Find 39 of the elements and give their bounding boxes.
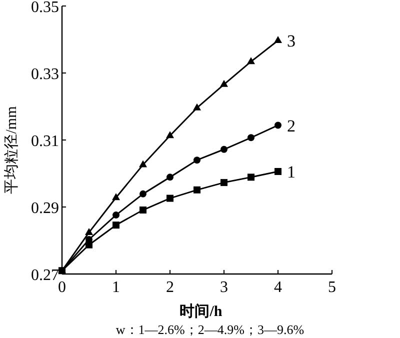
series-label: 1 [287,162,296,182]
point [140,206,146,214]
point [166,131,174,138]
point [248,174,254,181]
point [274,168,282,175]
point [194,156,200,164]
point [85,228,93,235]
x-axis-title: 时间/h [180,303,223,320]
point [112,222,120,229]
x-tick-label: 1 [112,279,120,296]
y-tick-label: 0.33 [31,66,59,83]
x-tick-label: 3 [220,279,228,296]
x-tick-label: 0 [58,279,66,296]
x-tick-label: 4 [274,279,282,296]
y-tick-label: 0.27 [31,267,59,284]
x-tick-label: 5 [328,279,336,296]
point [248,134,254,142]
point [112,212,120,219]
point [193,103,201,110]
point [166,194,174,202]
point [166,174,174,181]
point [112,193,120,200]
point [247,57,255,64]
point [220,179,228,186]
series-label: 2 [287,116,296,136]
text: w：1—2.6%；2—4.9%；3—9.6% [116,322,304,337]
point [194,186,200,194]
point [274,36,282,44]
point [140,190,146,198]
point [220,146,228,153]
point [139,160,147,168]
point [220,80,228,87]
y-tick-label: 0.29 [31,200,59,217]
x-tick-label: 2 [166,279,174,296]
y-axis-title: 平均粒径/mm [3,106,20,194]
y-tick-label: 0.35 [31,0,59,16]
point [274,122,282,129]
y-tick-label: 0.31 [31,133,59,150]
series-label: 3 [287,32,296,51]
